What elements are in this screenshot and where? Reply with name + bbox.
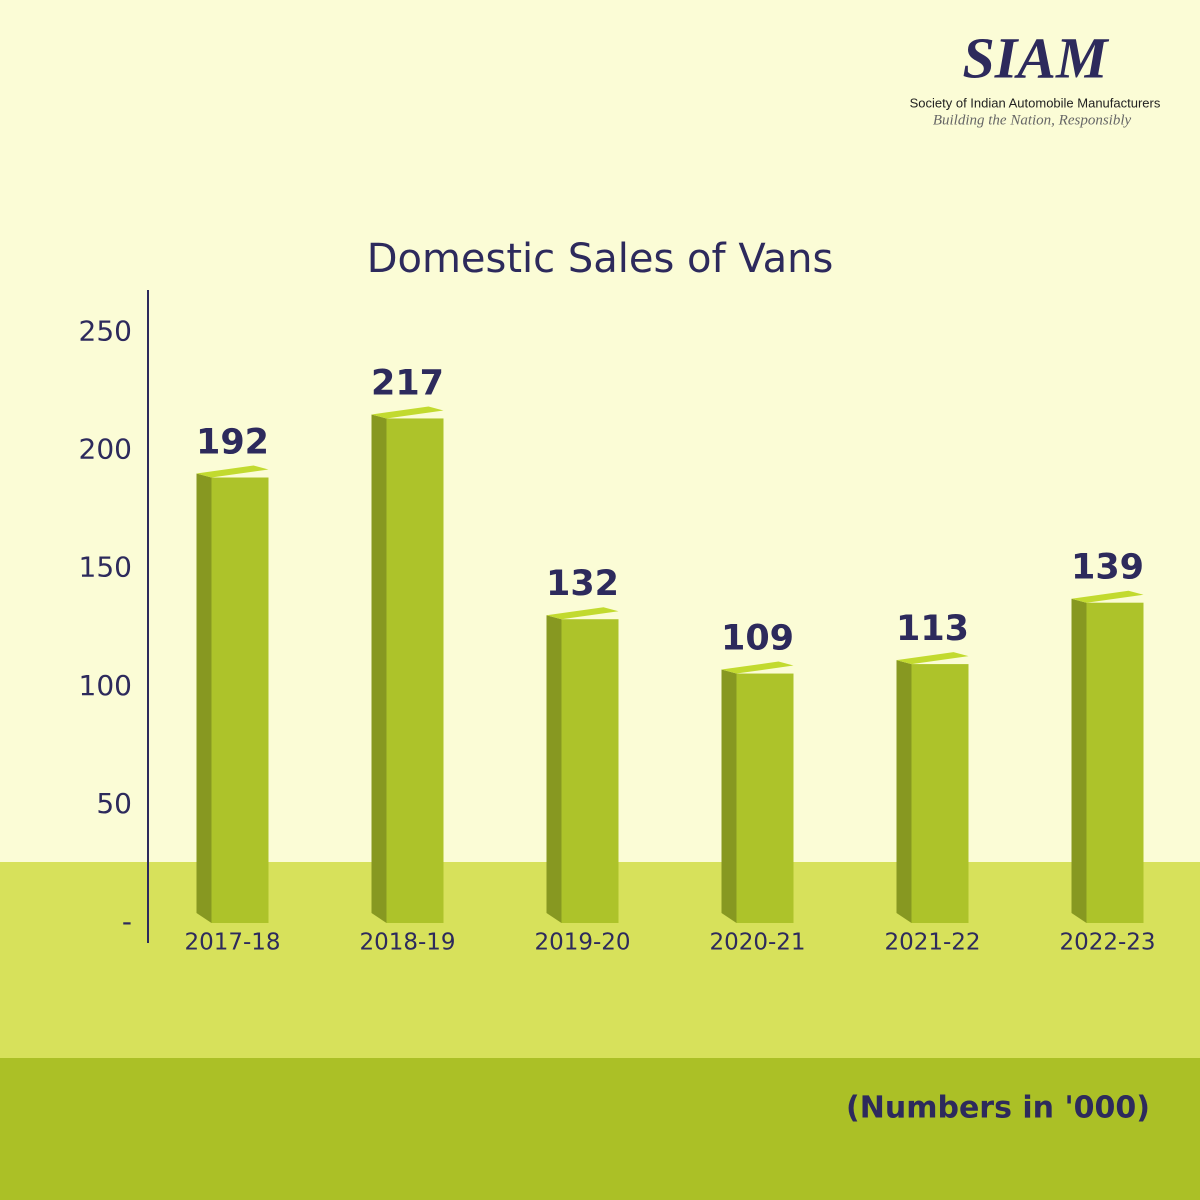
value-label: 113 (896, 609, 969, 649)
bar (911, 664, 969, 923)
x-tick-label: 2019-20 (534, 930, 630, 956)
bar-side (721, 669, 737, 923)
bar-top (896, 652, 969, 665)
x-tick-label: 2017-18 (184, 930, 280, 956)
bar (736, 673, 794, 923)
x-tick-label: 2018-19 (359, 930, 455, 956)
value-label: 139 (1071, 548, 1144, 588)
bar (211, 477, 269, 923)
y-tick-label: 250 (79, 315, 132, 348)
y-tick-label: 50 (96, 787, 132, 820)
bar (386, 418, 444, 923)
bar-top (546, 607, 619, 620)
bar-top (721, 661, 794, 674)
bar-side (896, 660, 912, 923)
unit-note: (Numbers in '000) (846, 1091, 1150, 1126)
logo-name: SIAM (962, 25, 1110, 90)
x-tick-label: 2022-23 (1059, 930, 1155, 956)
value-label: 192 (196, 423, 269, 463)
bar-top (371, 406, 444, 419)
footer-band (0, 1058, 1200, 1200)
chart-title: Domestic Sales of Vans (367, 236, 834, 282)
x-tick-label: 2021-22 (884, 930, 980, 956)
bar-top (1071, 590, 1144, 603)
value-label: 217 (371, 363, 444, 403)
bar (561, 619, 619, 923)
bar (1086, 602, 1144, 923)
bar-side (196, 473, 212, 923)
y-tick-label: 200 (79, 433, 132, 466)
bar-side (546, 615, 562, 923)
y-tick-label: - (122, 905, 132, 938)
bar-top (196, 465, 269, 478)
logo-full-name: Society of Indian Automobile Manufacture… (910, 95, 1161, 110)
logo-tagline: Building the Nation, Responsibly (933, 112, 1132, 128)
bar-side (371, 414, 387, 923)
value-label: 132 (546, 564, 619, 604)
y-tick-label: 150 (79, 551, 132, 584)
value-label: 109 (721, 619, 794, 659)
y-tick-label: 100 (79, 669, 132, 702)
x-tick-label: 2020-21 (709, 930, 805, 956)
bar-side (1071, 598, 1087, 923)
